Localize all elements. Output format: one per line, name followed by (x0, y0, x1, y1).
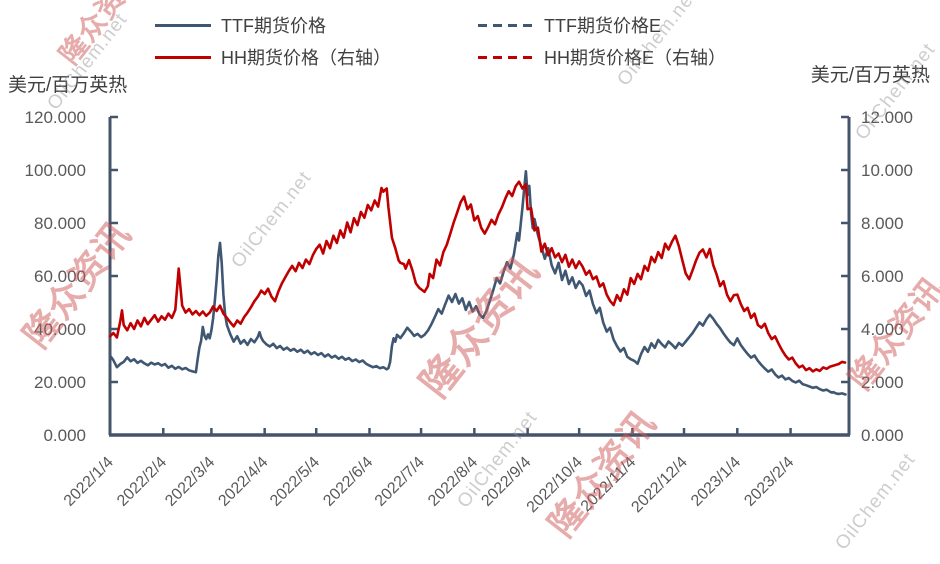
legend-item-ttf-e: TTF期货价格E (478, 12, 661, 38)
x-tick-label: 2023/2/4 (741, 454, 797, 510)
x-tick-label: 2022/10/4 (524, 454, 586, 516)
legend-label-ttf: TTF期货价格 (221, 16, 326, 36)
right-y-tick-label: 12.000 (861, 108, 913, 127)
x-tick-label: 2022/7/4 (372, 454, 428, 510)
right-y-tick-label: 0.000 (861, 426, 904, 445)
x-tick-label: 2022/8/4 (425, 454, 481, 510)
x-tick-label: 2022/4/4 (215, 454, 271, 510)
right-y-tick-label: 8.000 (861, 214, 904, 233)
legend-label-hh: HH期货价格（右轴） (221, 48, 391, 68)
right-axis-title: 美元/百万英热 (810, 65, 930, 86)
series-line-ttf (108, 170, 841, 396)
x-tick-label: 2022/6/4 (320, 454, 376, 510)
series-line-hh-e (837, 360, 851, 366)
legend-line-sample-ttf (155, 23, 211, 27)
series-line-hh (108, 180, 841, 373)
legend-item-hh: HH期货价格（右轴） (155, 44, 391, 70)
right-y-tick-label: 2.000 (861, 373, 904, 392)
left-y-tick-label: 20.000 (34, 373, 86, 392)
legend-line-sample-hh (155, 55, 211, 59)
left-axis-title: 美元/百万英热 (8, 75, 128, 96)
x-tick-label: 2022/3/4 (162, 454, 218, 510)
x-tick-label: 2023/1/4 (688, 454, 744, 510)
x-tick-label: 2022/2/4 (114, 454, 170, 510)
legend-line-sample-hh-e (478, 55, 534, 59)
right-y-tick-label: 10.000 (861, 161, 913, 180)
legend-label-hh-e: HH期货价格E（右轴） (544, 48, 727, 68)
left-y-tick-label: 100.000 (25, 161, 86, 180)
legend-label-ttf-e: TTF期货价格E (544, 16, 661, 36)
left-y-tick-label: 120.000 (25, 108, 86, 127)
left-y-tick-label: 40.000 (34, 320, 86, 339)
legend-line-sample-ttf-e (478, 23, 534, 27)
legend-item-hh-e: HH期货价格E（右轴） (478, 44, 726, 70)
left-y-tick-label: 80.000 (34, 214, 86, 233)
left-y-tick-label: 60.000 (34, 267, 86, 286)
x-tick-label: 2022/12/4 (628, 454, 690, 516)
series-line-ttf-e (837, 392, 851, 396)
right-y-tick-label: 4.000 (861, 320, 904, 339)
legend-item-ttf: TTF期货价格 (155, 12, 326, 38)
x-tick-label: 2022/1/4 (61, 454, 117, 510)
x-tick-label: 2022/5/4 (267, 454, 323, 510)
right-y-tick-label: 6.000 (861, 267, 904, 286)
left-y-tick-label: 0.000 (43, 426, 86, 445)
